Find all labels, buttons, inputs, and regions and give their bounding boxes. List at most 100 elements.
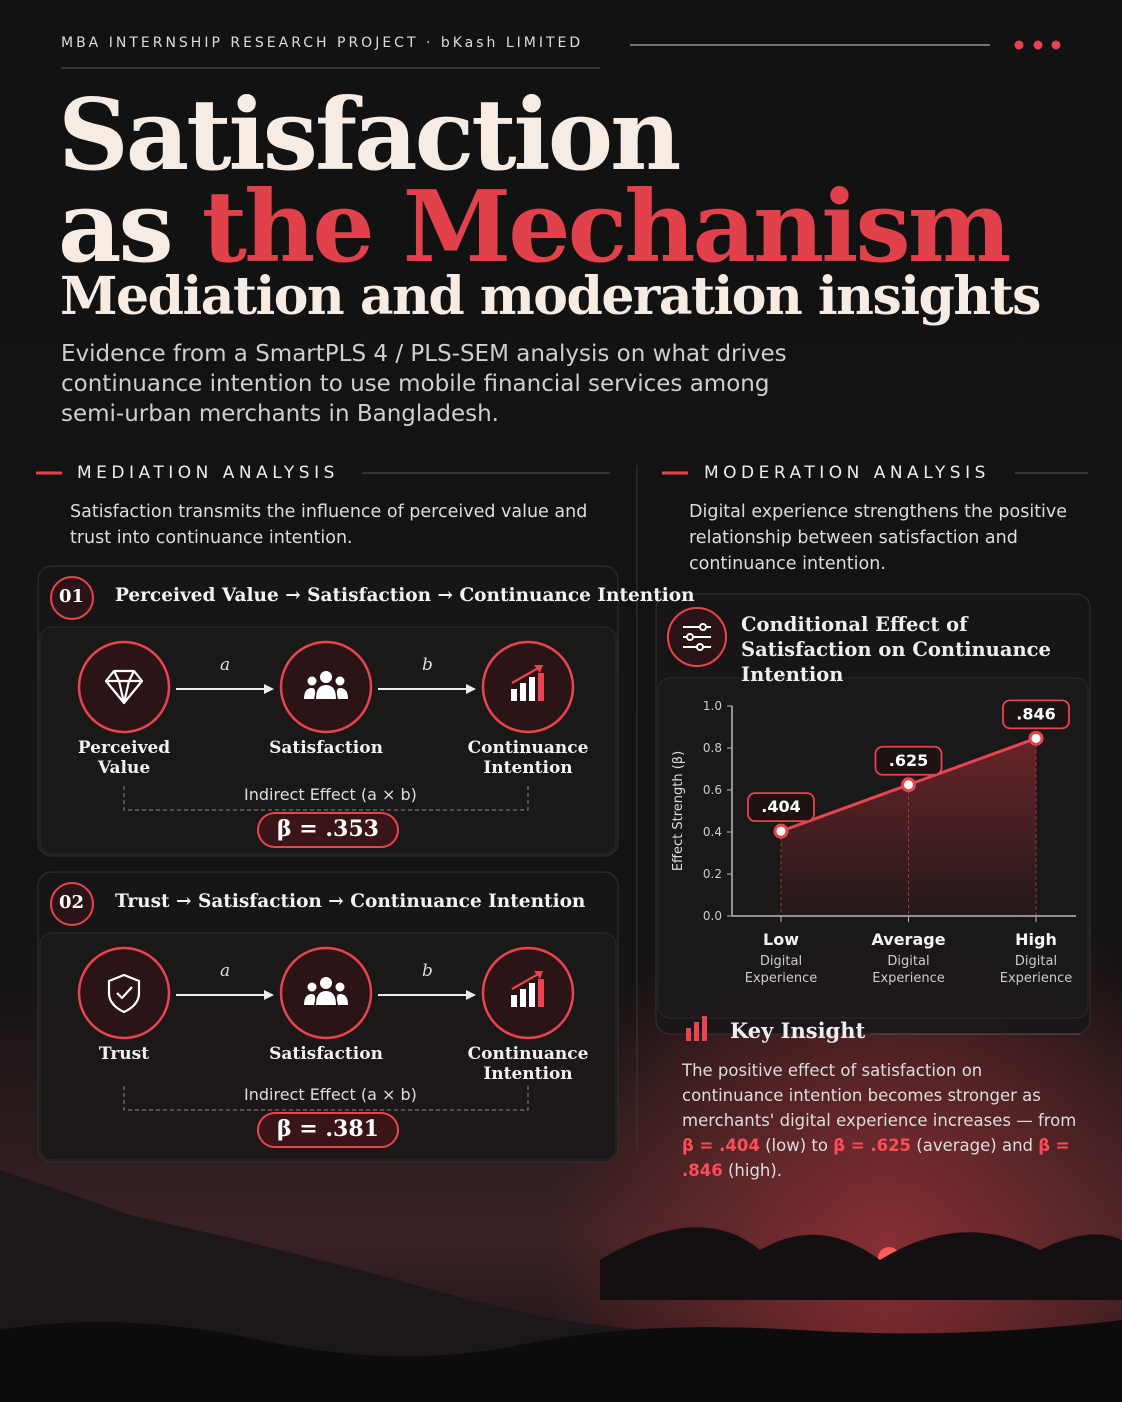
- node-label: Trust: [98, 1044, 150, 1064]
- y-tick-label: 0.6: [703, 783, 722, 797]
- arrow-label: a: [220, 655, 231, 675]
- diamond: [104, 669, 144, 705]
- trend: [511, 666, 541, 684]
- body: [316, 991, 336, 1005]
- arrowhead: [534, 665, 543, 673]
- dot: [1051, 40, 1061, 50]
- beta-pill: [257, 1112, 399, 1148]
- title-plain: as: [58, 170, 174, 285]
- x-tick-sublabel: Digital Experience: [999, 954, 1073, 986]
- kicker: MBA INTERNSHIP RESEARCH PROJECT · bKash …: [61, 35, 584, 51]
- highlight: β = .625: [833, 1136, 912, 1155]
- value-box: [874, 745, 943, 776]
- arrowhead: [466, 990, 476, 1000]
- head: [320, 977, 332, 989]
- bar: [520, 989, 526, 1007]
- value-label: .404: [761, 797, 800, 816]
- body: [316, 685, 336, 699]
- x-tick-label: High: [1015, 930, 1057, 949]
- y-tick-label: 0.0: [703, 909, 722, 923]
- head: [307, 676, 317, 686]
- title-accent: the Mechanism: [201, 170, 1012, 285]
- y-tick-label: 0.8: [703, 741, 722, 755]
- node-circle: [77, 946, 171, 1040]
- text: (high).: [722, 1161, 783, 1180]
- body: [304, 688, 316, 699]
- point: [1028, 730, 1044, 746]
- y-tick-label: 0.4: [703, 825, 722, 839]
- chart-title: Conditional Effect of Satisfaction on Co…: [741, 613, 1051, 686]
- node-label: Satisfaction: [269, 1044, 383, 1064]
- bars-icon: [511, 665, 544, 701]
- effect-label: Indirect Effect (a × b): [244, 785, 417, 804]
- arrowhead: [264, 684, 274, 694]
- value-label: .846: [1016, 704, 1055, 723]
- section-description: Satisfaction transmits the influence of …: [70, 502, 588, 548]
- text: (low) to: [759, 1136, 834, 1155]
- text: (average) and: [911, 1136, 1039, 1155]
- body: [336, 688, 348, 699]
- insight-icon: [686, 1016, 707, 1041]
- node-circle: [481, 640, 575, 734]
- arrow-label: a: [220, 961, 231, 981]
- bars-icon: [511, 971, 544, 1007]
- trees: [600, 1227, 1122, 1300]
- subtitle: Mediation and moderation insights: [60, 266, 1041, 327]
- value-label: .625: [889, 751, 928, 770]
- head: [335, 982, 345, 992]
- head: [335, 676, 345, 686]
- arrowhead: [466, 684, 476, 694]
- point: [773, 823, 789, 839]
- y-axis-label: Effect Strength (β): [671, 751, 686, 871]
- head: [320, 671, 332, 683]
- bar: [529, 677, 535, 701]
- foreground: [0, 1320, 1122, 1402]
- arrowhead: [534, 971, 543, 979]
- highlight: β = .846: [682, 1136, 1070, 1180]
- y-tick-label: 0.2: [703, 867, 722, 881]
- path-title: Trust → Satisfaction → Continuance Inten…: [115, 891, 586, 912]
- bar: [538, 979, 544, 1007]
- people-icon: [304, 977, 348, 1005]
- highlight: β = .404: [682, 1136, 760, 1155]
- shield-icon: [107, 973, 141, 1014]
- x-tick-sublabel: Digital Experience: [872, 954, 945, 986]
- section-heading: MODERATION ANALYSIS: [704, 463, 990, 483]
- section-heading: MEDIATION ANALYSIS: [77, 463, 339, 483]
- path-panel: [39, 626, 617, 855]
- text: The positive effect of satisfaction on c…: [682, 1061, 1077, 1130]
- x-tick-label: Low: [763, 930, 799, 949]
- bracket: [123, 1086, 529, 1111]
- node-label: Continuance Intention: [467, 738, 589, 778]
- diamond-icon: [104, 669, 144, 705]
- number-circle: [50, 576, 94, 620]
- value-box: [747, 792, 815, 823]
- arrow-label: b: [422, 655, 433, 675]
- dot: [1033, 40, 1043, 50]
- node-label: Satisfaction: [269, 738, 383, 758]
- number-circle: [50, 882, 94, 926]
- point: [901, 777, 916, 793]
- x-tick-label: Average: [871, 930, 946, 949]
- node-circle: [481, 946, 575, 1040]
- x-tick-sublabel: Digital Experience: [744, 954, 818, 986]
- body: [336, 994, 348, 1005]
- bar: [511, 689, 517, 701]
- node-circle: [77, 640, 171, 734]
- intro: Evidence from a SmartPLS 4 / PLS-SEM ana…: [61, 341, 787, 427]
- beta-label: β = .381: [277, 1116, 379, 1142]
- node-label: Continuance Intention: [467, 1044, 589, 1084]
- insight-text: The positive effect of satisfaction on c…: [682, 1058, 1087, 1183]
- sliders-icon: [683, 623, 711, 651]
- dot: [1014, 40, 1024, 50]
- insight-title: Key Insight: [730, 1018, 866, 1043]
- shield: [107, 973, 141, 1014]
- check: [116, 986, 133, 1000]
- path-title: Perceived Value → Satisfaction → Continu…: [115, 585, 695, 606]
- effect-label: Indirect Effect (a × b): [244, 1085, 417, 1104]
- trend: [511, 972, 541, 990]
- title: Satisfaction: [58, 78, 681, 193]
- people-icon: [304, 671, 348, 699]
- y-tick-label: 1.0: [703, 699, 722, 713]
